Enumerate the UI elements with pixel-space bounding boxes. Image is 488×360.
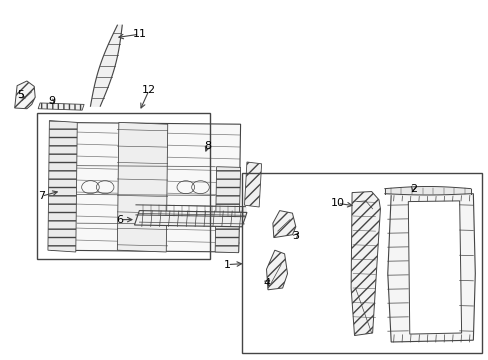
Text: 8: 8	[204, 141, 211, 151]
Polygon shape	[117, 122, 167, 252]
Text: 6: 6	[116, 215, 123, 225]
Text: 2: 2	[409, 184, 416, 194]
Polygon shape	[215, 167, 240, 253]
Polygon shape	[134, 211, 246, 227]
Bar	[37, 113, 210, 259]
Polygon shape	[48, 121, 77, 252]
Text: 1: 1	[224, 260, 230, 270]
Text: 11: 11	[132, 29, 146, 39]
Polygon shape	[407, 201, 461, 334]
Polygon shape	[387, 194, 474, 342]
Polygon shape	[90, 25, 122, 106]
Polygon shape	[51, 122, 240, 252]
Text: 10: 10	[330, 198, 344, 208]
Polygon shape	[244, 162, 261, 207]
Text: 7: 7	[38, 191, 45, 201]
Text: 12: 12	[142, 85, 156, 95]
Polygon shape	[272, 211, 295, 238]
Text: 4: 4	[263, 278, 269, 288]
Polygon shape	[15, 81, 35, 109]
Bar	[242, 173, 481, 353]
Polygon shape	[350, 192, 380, 336]
Text: 3: 3	[292, 231, 299, 241]
Polygon shape	[266, 250, 287, 290]
Text: 9: 9	[48, 96, 55, 106]
Polygon shape	[38, 103, 84, 110]
Text: 5: 5	[17, 90, 24, 100]
